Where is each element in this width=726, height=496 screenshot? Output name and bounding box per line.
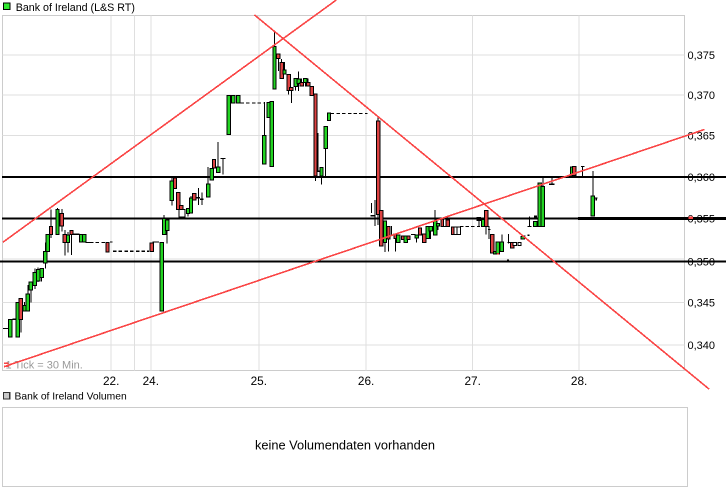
svg-text:1 Tick = 30 Min.: 1 Tick = 30 Min. <box>6 360 83 372</box>
svg-text:Bank of Ireland Volumen: Bank of Ireland Volumen <box>15 392 127 403</box>
svg-text:0,375: 0,375 <box>688 50 716 62</box>
svg-text:28.: 28. <box>571 374 587 388</box>
svg-text:22.: 22. <box>103 374 119 388</box>
svg-text:25.: 25. <box>251 374 267 388</box>
svg-text:Bank of Ireland (L&S RT): Bank of Ireland (L&S RT) <box>16 2 135 14</box>
svg-text:0,345: 0,345 <box>688 298 716 310</box>
svg-text:0,340: 0,340 <box>688 340 716 352</box>
svg-text:27.: 27. <box>464 374 480 388</box>
svg-text:keine Volumendaten vorhanden: keine Volumendaten vorhanden <box>255 438 435 453</box>
svg-text:0,370: 0,370 <box>688 90 716 102</box>
svg-text:0,365: 0,365 <box>688 131 716 143</box>
svg-text:24.: 24. <box>143 374 159 388</box>
svg-text:26.: 26. <box>358 374 374 388</box>
